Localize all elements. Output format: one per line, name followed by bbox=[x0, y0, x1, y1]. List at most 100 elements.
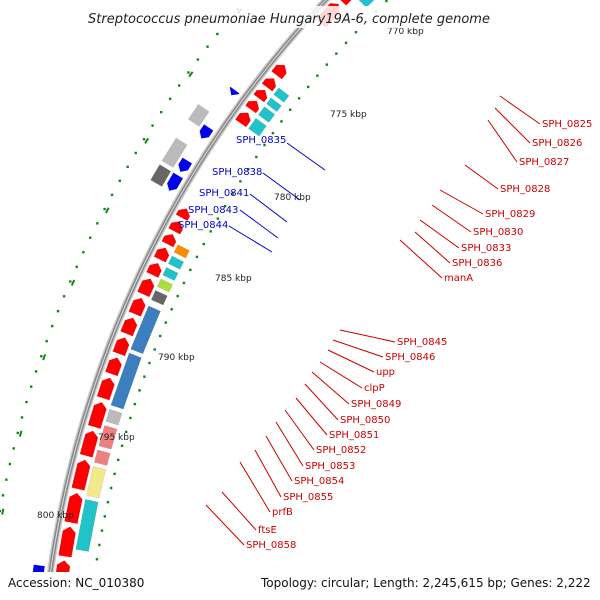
gene-label[interactable]: SPH_0855 bbox=[283, 492, 333, 503]
tick-dot-inner bbox=[182, 281, 186, 285]
tick-dot-inner bbox=[325, 63, 328, 66]
gene-label[interactable]: SPH_0827 bbox=[519, 157, 569, 168]
tick-dot-outer bbox=[206, 45, 209, 48]
tick-dot-inner bbox=[95, 558, 99, 561]
tick-dot-outer bbox=[196, 58, 200, 61]
tick-dot-inner bbox=[98, 543, 101, 547]
cog-block bbox=[258, 106, 276, 123]
tick-dot-outer bbox=[69, 280, 72, 283]
gene-label[interactable]: SPH_0829 bbox=[485, 209, 535, 220]
cog-block bbox=[98, 425, 118, 450]
cds-forward bbox=[71, 459, 91, 491]
cog-block bbox=[75, 499, 99, 552]
gene-label[interactable]: SPH_0843 bbox=[188, 205, 238, 216]
gene-label[interactable]: SPH_0849 bbox=[351, 399, 401, 410]
leader-line bbox=[419, 219, 460, 249]
tick-dot-outer bbox=[45, 339, 48, 343]
gene-label[interactable]: SPH_0830 bbox=[473, 227, 523, 238]
tick-dot-inner bbox=[120, 444, 124, 448]
tick-dot-inner bbox=[209, 230, 212, 233]
tick-dot-inner bbox=[133, 402, 137, 406]
leader-line bbox=[304, 383, 339, 421]
tick-dot-outer bbox=[177, 84, 181, 87]
gene-label[interactable]: SPH_0836 bbox=[452, 258, 502, 269]
leader-line bbox=[286, 142, 326, 171]
leader-line bbox=[205, 504, 245, 546]
tick-dot-outer bbox=[62, 295, 66, 298]
footer-background bbox=[0, 572, 600, 600]
tick-dot-inner bbox=[103, 515, 107, 518]
gene-label[interactable]: SPH_0825 bbox=[542, 119, 592, 130]
cog-block bbox=[167, 255, 185, 270]
tick-dot-inner bbox=[124, 430, 128, 434]
gene-label[interactable]: SPH_0826 bbox=[532, 138, 582, 149]
gene-label[interactable]: SPH_0851 bbox=[329, 430, 379, 441]
tick-dot-inner bbox=[153, 348, 156, 351]
tick-dot-outer bbox=[8, 462, 12, 466]
gene-label[interactable]: clpP bbox=[364, 383, 385, 394]
gene-label[interactable]: SPH_0838 bbox=[212, 167, 262, 178]
tick-dot-outer bbox=[51, 324, 54, 328]
gene-label[interactable]: SPH_0835 bbox=[236, 135, 286, 146]
tick-dot-outer bbox=[20, 416, 24, 419]
tick-dot-inner bbox=[202, 242, 205, 246]
tick-dot-inner bbox=[129, 416, 132, 420]
cds-reverse bbox=[178, 157, 193, 173]
cds-forward bbox=[261, 78, 277, 92]
gene-label[interactable]: SPH_0852 bbox=[316, 445, 366, 456]
tick-dot-inner bbox=[289, 108, 292, 111]
tick-dot-outer bbox=[40, 355, 43, 358]
forward-gene-labels: SPH_0825 SPH_0826 SPH_0827 SPH_0828 SPH_… bbox=[246, 119, 592, 551]
tick-dot-outer bbox=[1, 494, 5, 497]
cog-block bbox=[358, 0, 375, 8]
cds-forward bbox=[120, 317, 138, 337]
gene-label[interactable]: manA bbox=[444, 273, 473, 284]
gene-label[interactable]: SPH_0845 bbox=[397, 337, 447, 348]
cds-forward bbox=[58, 526, 76, 558]
gene-label[interactable]: SPH_0850 bbox=[340, 415, 390, 426]
tick-dot-outer bbox=[0, 509, 2, 513]
cds-reverse bbox=[199, 124, 214, 139]
map-layer bbox=[0, 0, 388, 598]
tick-dot-inner bbox=[143, 375, 146, 378]
leader-line bbox=[265, 435, 293, 482]
leader-line bbox=[464, 164, 499, 190]
cds-forward bbox=[112, 337, 130, 357]
gene-label[interactable]: upp bbox=[376, 367, 395, 378]
tick-dot-outer bbox=[25, 400, 28, 404]
leader-line bbox=[439, 189, 484, 215]
leader-line bbox=[399, 239, 443, 279]
leader-line bbox=[311, 371, 350, 405]
cog-block-reverse bbox=[161, 137, 188, 168]
tick-dot-inner bbox=[109, 486, 113, 490]
gene-label[interactable]: SPH_0846 bbox=[385, 352, 435, 363]
leader-line bbox=[239, 209, 279, 239]
tick-dot-outer bbox=[110, 193, 114, 197]
tick-dot-inner bbox=[297, 97, 301, 100]
tick-dot-inner bbox=[354, 30, 358, 34]
leader-line bbox=[221, 491, 257, 531]
title-background bbox=[80, 6, 520, 28]
tick-dot-outer bbox=[187, 71, 190, 74]
gene-label[interactable]: SPH_0853 bbox=[305, 461, 355, 472]
tick-dot-inner bbox=[189, 268, 192, 272]
cog-block bbox=[156, 278, 173, 293]
tick-dot-outer bbox=[103, 207, 106, 211]
gene-label[interactable]: ftsE bbox=[258, 525, 277, 536]
gene-label[interactable]: SPH_0854 bbox=[294, 476, 344, 487]
tick-dot-inner bbox=[176, 294, 179, 298]
gene-label[interactable]: SPH_0828 bbox=[500, 184, 550, 195]
scale-label: 785 kbp bbox=[215, 274, 252, 284]
gene-label[interactable]: SPH_0841 bbox=[199, 188, 249, 199]
gene-label[interactable]: SPH_0833 bbox=[461, 243, 511, 254]
gene-label[interactable]: SPH_0858 bbox=[246, 540, 296, 551]
tick-dot-outer bbox=[96, 222, 99, 225]
tick-dot-outer bbox=[151, 124, 154, 127]
cds-forward bbox=[153, 247, 170, 263]
gene-label[interactable]: prfB bbox=[272, 507, 293, 518]
gene-label[interactable]: SPH_0844 bbox=[178, 220, 228, 231]
cog-block bbox=[150, 290, 168, 306]
tick-major bbox=[104, 207, 110, 214]
tick-dot-inner bbox=[195, 255, 199, 259]
leader-line bbox=[284, 409, 315, 451]
